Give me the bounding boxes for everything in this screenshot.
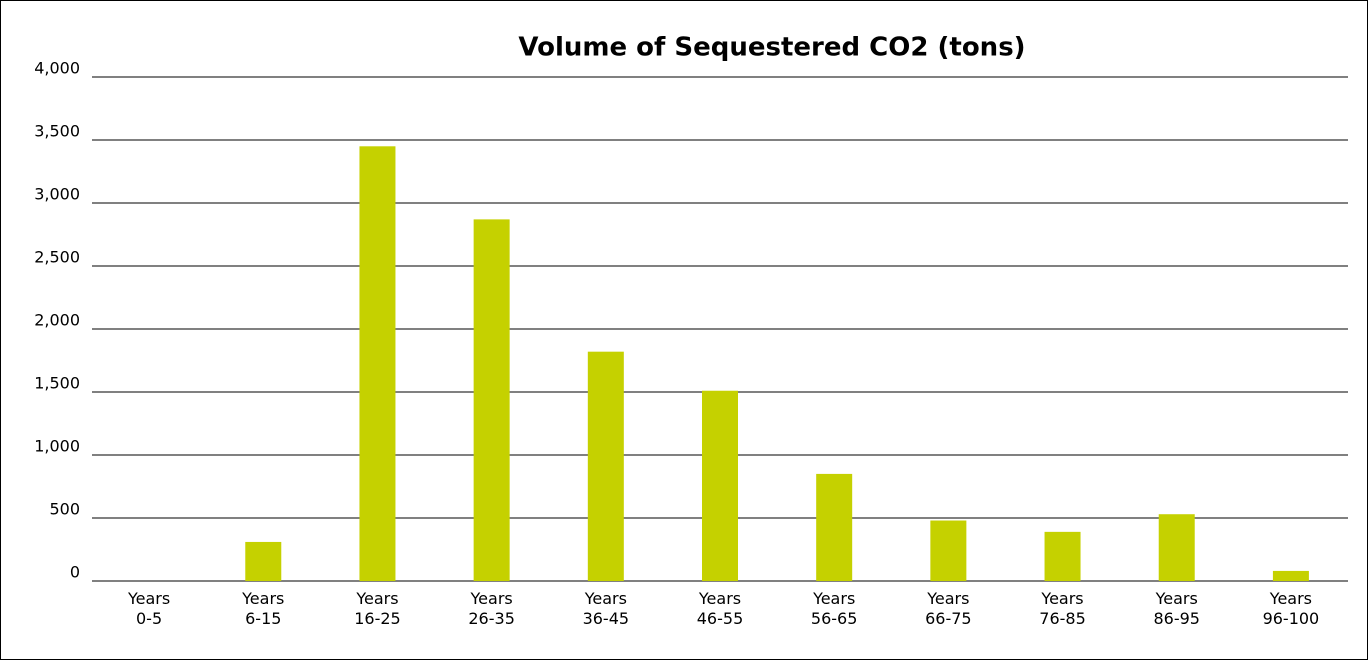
x-tick-label: Years 96-100 (1262, 589, 1320, 628)
y-tick-label: 500 (49, 500, 80, 519)
x-tick-label: Years 86-95 (1153, 589, 1200, 628)
x-tick-label: Years 76-85 (1039, 589, 1086, 628)
x-tick-label: Years 0-5 (127, 589, 171, 628)
bar (1272, 570, 1309, 581)
bar (1158, 514, 1195, 581)
y-tick-label: 4,000 (34, 59, 80, 78)
x-tick-label: Years 16-25 (354, 589, 401, 628)
y-tick-label: 1,500 (34, 374, 80, 393)
y-tick-label: 0 (70, 563, 80, 582)
bar (1044, 531, 1081, 581)
x-tick-label: Years 26-35 (468, 589, 515, 628)
x-tick-label: Years 6-15 (242, 589, 285, 628)
bar (702, 390, 738, 581)
bar (245, 541, 282, 581)
y-tick-label: 1,000 (34, 437, 80, 456)
x-tick-label: Years 36-45 (582, 589, 630, 628)
x-tick-label: Years 66-75 (925, 589, 972, 628)
bar (359, 146, 396, 582)
chart-title: Volume of Sequestered CO2 (tons) (518, 33, 1025, 63)
bar (930, 520, 967, 581)
x-tick-label: Years 46-55 (696, 589, 744, 628)
bar (816, 473, 853, 581)
x-tick-label: Years 56-65 (810, 589, 858, 628)
bar (473, 219, 510, 581)
y-tick-label: 2,500 (34, 248, 80, 267)
bar (587, 351, 624, 581)
y-tick-label: 3,000 (34, 185, 80, 204)
y-tick-label: 3,500 (34, 122, 80, 141)
y-tick-label: 2,000 (34, 311, 80, 330)
